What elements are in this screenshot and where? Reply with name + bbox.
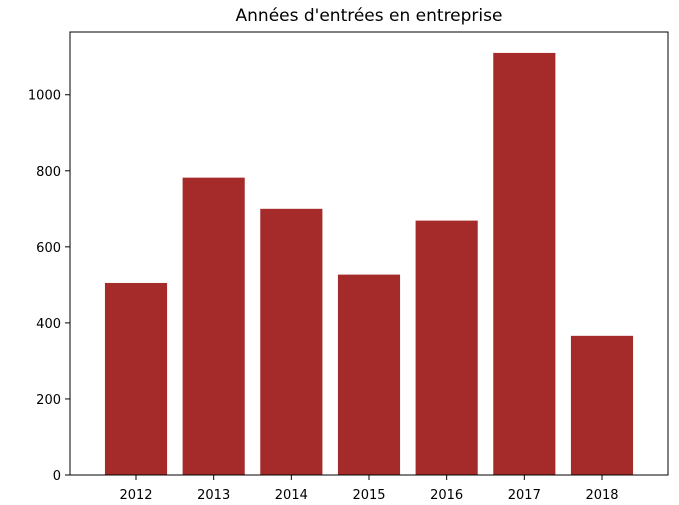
bar-2013 — [182, 177, 245, 476]
x-tick-label-2015: 2015 — [352, 488, 385, 503]
bar-2012 — [104, 282, 168, 475]
bar-2016 — [415, 220, 478, 475]
y-tick-label-0: 0 — [53, 469, 61, 484]
bar-2015 — [337, 274, 401, 475]
y-axis: 0 200 400 600 800 1000 — [28, 89, 70, 484]
x-tick-label-2013: 2013 — [197, 488, 230, 503]
bar-2014 — [260, 208, 323, 475]
x-tick-label-2016: 2016 — [430, 488, 463, 503]
x-tick-label-2012: 2012 — [119, 488, 152, 503]
y-tick-label-600: 600 — [36, 241, 61, 256]
x-tick-label-2017: 2017 — [508, 488, 541, 503]
x-tick-label-2018: 2018 — [585, 488, 618, 503]
bar-2018 — [570, 335, 634, 475]
bar-2017 — [493, 52, 556, 476]
y-tick-label-800: 800 — [36, 165, 61, 180]
x-tick-label-2014: 2014 — [275, 488, 308, 503]
y-tick-label-1000: 1000 — [28, 89, 61, 104]
bars-group — [104, 52, 634, 476]
plot-frame — [69, 31, 669, 476]
chart-title: Années d'entrées en entreprise — [236, 6, 503, 26]
y-tick-label-400: 400 — [36, 317, 61, 332]
x-axis: 2012 2013 2014 2015 2016 2017 2018 — [119, 475, 619, 503]
y-tick-label-200: 200 — [36, 393, 61, 408]
